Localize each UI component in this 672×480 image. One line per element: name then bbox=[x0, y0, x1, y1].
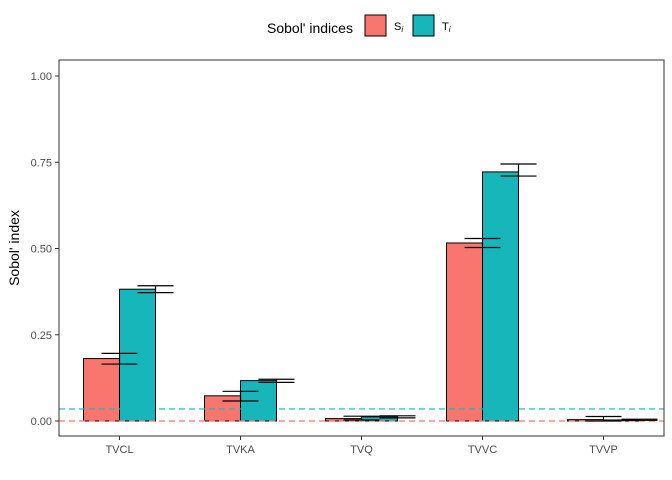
legend-label-ti: Ti bbox=[442, 21, 451, 34]
x-tick-label-tvq: TVQ bbox=[350, 444, 373, 456]
y-tick-label: 0.50 bbox=[31, 244, 52, 256]
legend-label-ti-sub: i bbox=[449, 25, 451, 34]
legend-label-ti-base: T bbox=[442, 21, 449, 33]
y-tick-label: 0.00 bbox=[31, 416, 52, 428]
y-tick-label: 1.00 bbox=[31, 71, 52, 83]
legend: Sobol' indices Si Ti bbox=[267, 14, 451, 37]
x-tick-label-tvcl: TVCL bbox=[105, 444, 133, 456]
error-bar-ti-tvvc bbox=[500, 163, 537, 177]
error-bars bbox=[101, 163, 658, 422]
error-bar-ti-tvvp bbox=[621, 418, 658, 421]
bar-ti-tvcl bbox=[119, 288, 156, 422]
x-tick-label-tvka: TVKA bbox=[226, 444, 255, 456]
y-tick-label: 0.75 bbox=[31, 157, 52, 169]
error-bar-si-tvcl bbox=[101, 352, 138, 365]
bar-si-tvcl bbox=[83, 358, 120, 422]
legend-key-si bbox=[364, 14, 387, 37]
error-bar-si-tvq bbox=[343, 415, 380, 421]
y-axis-title: Sobol' index bbox=[6, 210, 22, 286]
error-bar-si-tvvp bbox=[585, 415, 622, 422]
error-bar-si-tvvc bbox=[464, 237, 501, 249]
bars bbox=[83, 171, 640, 422]
error-bar-si-tvka bbox=[222, 390, 259, 402]
x-axis: TVCL TVKA TVQ TVVC TVVP bbox=[105, 436, 618, 456]
error-bar-ti-tvka bbox=[258, 378, 295, 383]
y-tick-label: 0.25 bbox=[31, 330, 52, 342]
bar-si-tvvc bbox=[446, 242, 483, 422]
bar-ti-tvvc bbox=[482, 171, 519, 422]
x-tick-label-tvvp: TVVP bbox=[589, 444, 618, 456]
error-bar-ti-tvq bbox=[379, 415, 416, 419]
legend-label-si-base: S bbox=[394, 21, 401, 33]
error-bar-ti-tvcl bbox=[137, 285, 174, 294]
legend-label-si-sub: i bbox=[401, 25, 403, 34]
x-tick-label-tvvc: TVVC bbox=[468, 444, 497, 456]
legend-title: Sobol' indices bbox=[267, 20, 353, 36]
y-axis: 0.00 0.25 0.50 0.75 1.00 bbox=[31, 71, 59, 428]
legend-label-si: Si bbox=[394, 21, 403, 34]
reference-lines bbox=[59, 408, 664, 422]
legend-key-ti bbox=[412, 14, 435, 37]
